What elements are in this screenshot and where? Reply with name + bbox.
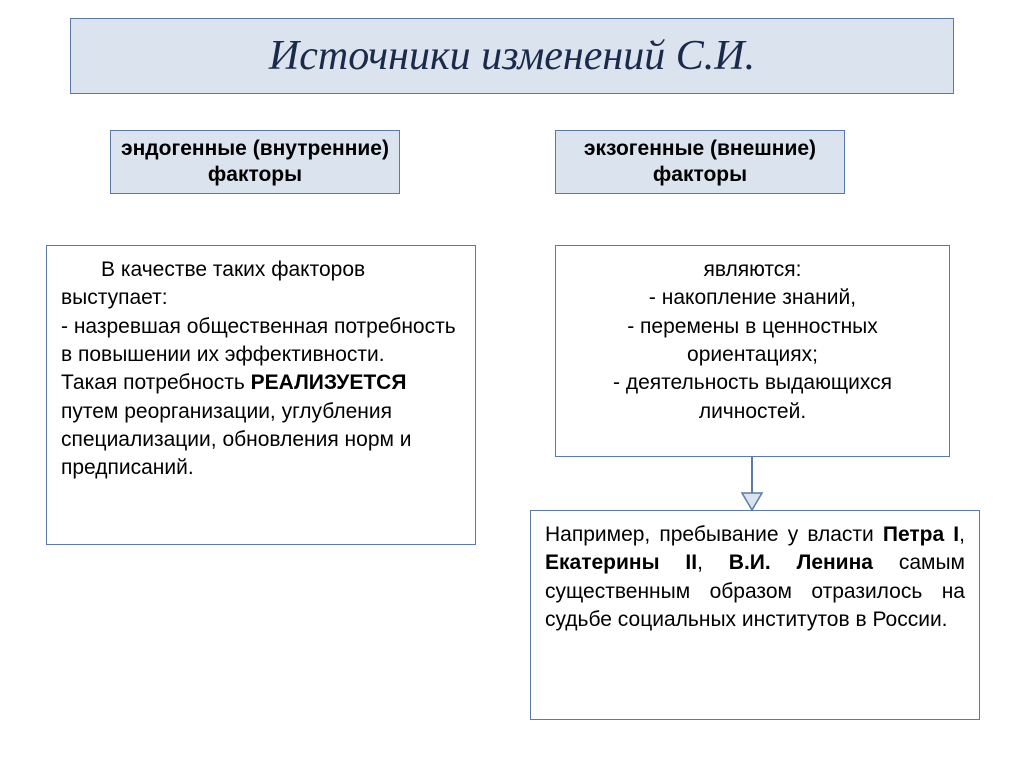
example-pre: Например, пребывание у власти <box>545 523 883 546</box>
example-sep2: , <box>697 551 729 574</box>
left-point: - назревшая общественная потребность в п… <box>61 313 461 370</box>
right-p1: - накопление знаний, <box>570 284 935 312</box>
right-p2: - перемены в ценностных ориентациях; <box>570 313 935 370</box>
example-sep1: , <box>959 523 965 546</box>
title-box: Источники изменений С.И. <box>70 18 954 94</box>
header-endogenous-label: эндогенные (внутренние) факторы <box>121 136 389 189</box>
left-body: Такая потребность РЕАЛИЗУЕТСЯ путем реор… <box>61 369 461 482</box>
page-title: Источники изменений С.И. <box>269 32 755 80</box>
left-body-bold: РЕАЛИЗУЕТСЯ <box>251 371 407 394</box>
left-body-post: путем реорганизации, углубления специали… <box>61 400 412 480</box>
header-exogenous: экзогенные (внешние) факторы <box>555 130 845 194</box>
example-box: Например, пребывание у власти Петра I, Е… <box>530 510 980 720</box>
arrow-down-icon <box>740 457 764 510</box>
header-exogenous-label: экзогенные (внешние) факторы <box>566 136 834 189</box>
example-b2: Екатерины II <box>545 551 697 574</box>
right-p3: - деятельность выдающихся личностей. <box>570 369 935 426</box>
example-b1: Петра I <box>883 523 959 546</box>
example-b3: В.И. Ленина <box>729 551 873 574</box>
endogenous-content: В качестве таких факторов выступает: - н… <box>46 245 476 545</box>
right-intro: являются: <box>570 256 935 284</box>
example-text: Например, пребывание у власти Петра I, Е… <box>545 521 965 634</box>
exogenous-content: являются: - накопление знаний, - перемен… <box>555 245 950 457</box>
header-endogenous: эндогенные (внутренние) факторы <box>110 130 400 194</box>
left-intro: В качестве таких факторов выступает: <box>61 256 461 313</box>
left-body-pre: Такая потребность <box>61 371 251 394</box>
